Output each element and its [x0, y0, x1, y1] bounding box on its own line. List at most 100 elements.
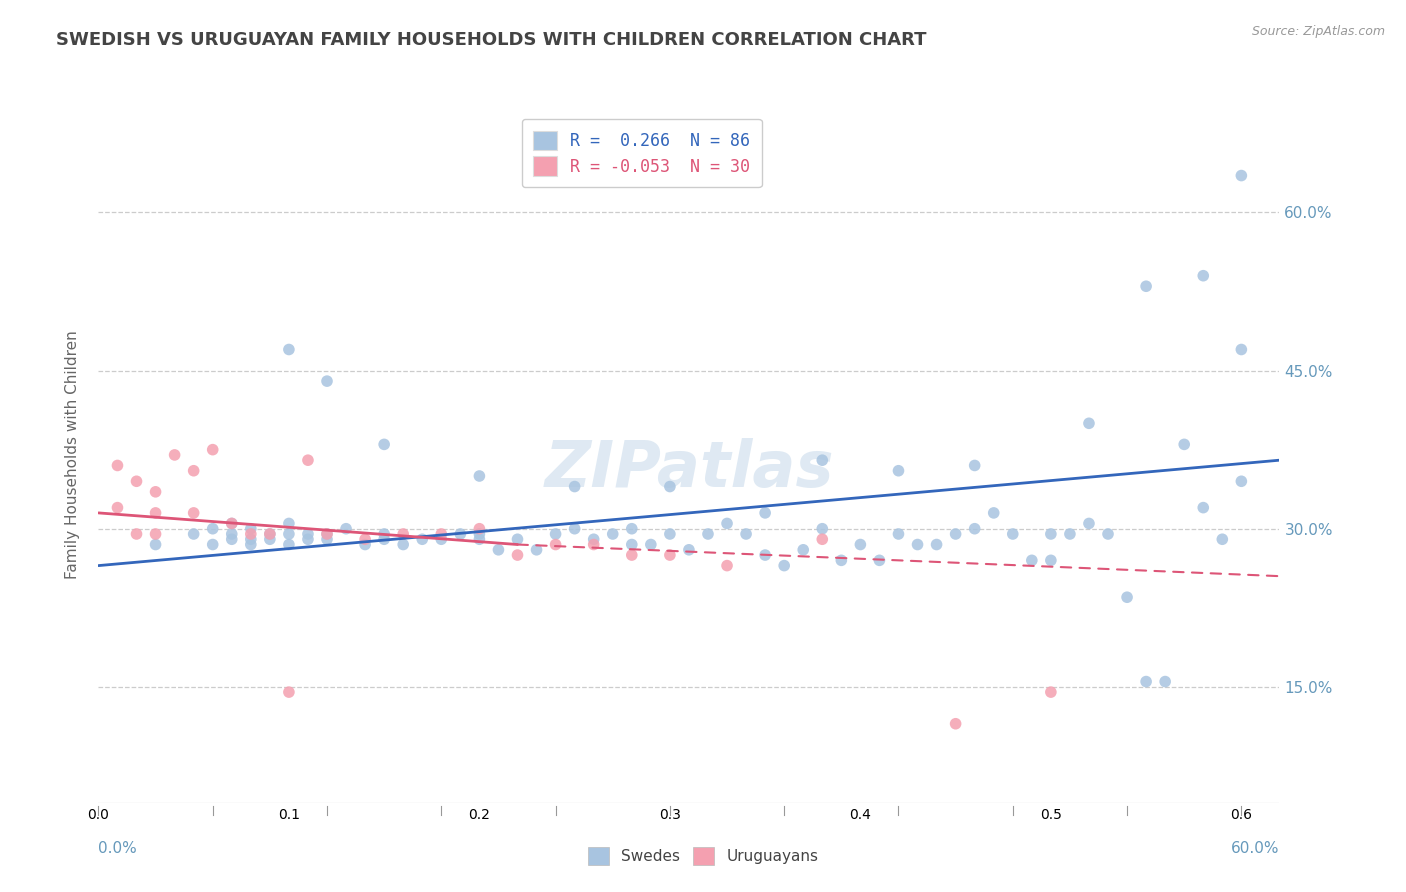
Point — [1135, 674, 1157, 689]
Legend: R =  0.266  N = 86, R = -0.053  N = 30: R = 0.266 N = 86, R = -0.053 N = 30 — [522, 119, 762, 187]
Point — [716, 516, 738, 531]
Point — [963, 458, 986, 473]
Point — [830, 553, 852, 567]
Point — [297, 453, 319, 467]
Point — [449, 527, 471, 541]
Point — [354, 533, 377, 547]
Point — [887, 527, 910, 541]
Point — [316, 533, 339, 547]
Point — [107, 458, 129, 473]
Point — [1192, 500, 1215, 515]
Point — [183, 464, 205, 478]
Point — [544, 527, 567, 541]
Point — [125, 475, 148, 489]
Point — [277, 537, 299, 551]
Point — [183, 527, 205, 541]
Point — [145, 484, 167, 499]
Point — [201, 537, 224, 551]
Point — [373, 527, 395, 541]
Point — [1154, 674, 1177, 689]
Point — [297, 527, 319, 541]
Point — [716, 558, 738, 573]
Point — [468, 533, 491, 547]
Point — [620, 537, 643, 551]
Point — [697, 527, 720, 541]
Point — [907, 537, 929, 551]
Point — [125, 527, 148, 541]
Point — [259, 527, 281, 541]
Point — [468, 527, 491, 541]
Text: Source: ZipAtlas.com: Source: ZipAtlas.com — [1251, 25, 1385, 38]
Point — [239, 533, 262, 547]
Point — [163, 448, 186, 462]
Point — [354, 537, 377, 551]
Point — [468, 469, 491, 483]
Point — [564, 522, 586, 536]
Point — [411, 533, 433, 547]
Point — [678, 542, 700, 557]
Point — [259, 533, 281, 547]
Point — [373, 533, 395, 547]
Point — [145, 506, 167, 520]
Point — [506, 533, 529, 547]
Point — [316, 527, 339, 541]
Point — [373, 437, 395, 451]
Point — [1192, 268, 1215, 283]
Point — [1116, 591, 1139, 605]
Point — [1230, 169, 1253, 183]
Point — [945, 527, 967, 541]
Point — [925, 537, 948, 551]
Point — [392, 537, 415, 551]
Point — [526, 542, 548, 557]
Point — [239, 537, 262, 551]
Point — [1135, 279, 1157, 293]
Point — [430, 527, 453, 541]
Point — [1078, 516, 1101, 531]
Point — [1078, 417, 1101, 431]
Point — [430, 533, 453, 547]
Point — [1039, 527, 1062, 541]
Point — [1001, 527, 1024, 541]
Point — [145, 527, 167, 541]
Point — [773, 558, 796, 573]
Point — [754, 548, 776, 562]
Text: 0.0%: 0.0% — [98, 841, 138, 856]
Point — [620, 522, 643, 536]
Text: 60.0%: 60.0% — [1232, 841, 1279, 856]
Point — [1021, 553, 1043, 567]
Point — [277, 685, 299, 699]
Point — [506, 548, 529, 562]
Legend: Swedes, Uruguayans: Swedes, Uruguayans — [582, 841, 824, 871]
Point — [259, 527, 281, 541]
Point — [277, 527, 299, 541]
Point — [811, 522, 834, 536]
Point — [239, 522, 262, 536]
Point — [811, 533, 834, 547]
Point — [297, 533, 319, 547]
Point — [849, 537, 872, 551]
Point — [221, 516, 243, 531]
Text: ZIPatlas: ZIPatlas — [544, 438, 834, 500]
Point — [1173, 437, 1195, 451]
Y-axis label: Family Households with Children: Family Households with Children — [65, 331, 80, 579]
Point — [983, 506, 1005, 520]
Point — [1097, 527, 1119, 541]
Point — [392, 527, 415, 541]
Point — [754, 506, 776, 520]
Point — [201, 442, 224, 457]
Point — [582, 533, 605, 547]
Point — [544, 537, 567, 551]
Point — [221, 527, 243, 541]
Point — [107, 500, 129, 515]
Point — [1211, 533, 1233, 547]
Point — [468, 522, 491, 536]
Point — [1230, 475, 1253, 489]
Point — [564, 479, 586, 493]
Point — [868, 553, 890, 567]
Point — [145, 537, 167, 551]
Point — [658, 527, 681, 541]
Point — [582, 537, 605, 551]
Point — [945, 716, 967, 731]
Point — [183, 506, 205, 520]
Point — [602, 527, 624, 541]
